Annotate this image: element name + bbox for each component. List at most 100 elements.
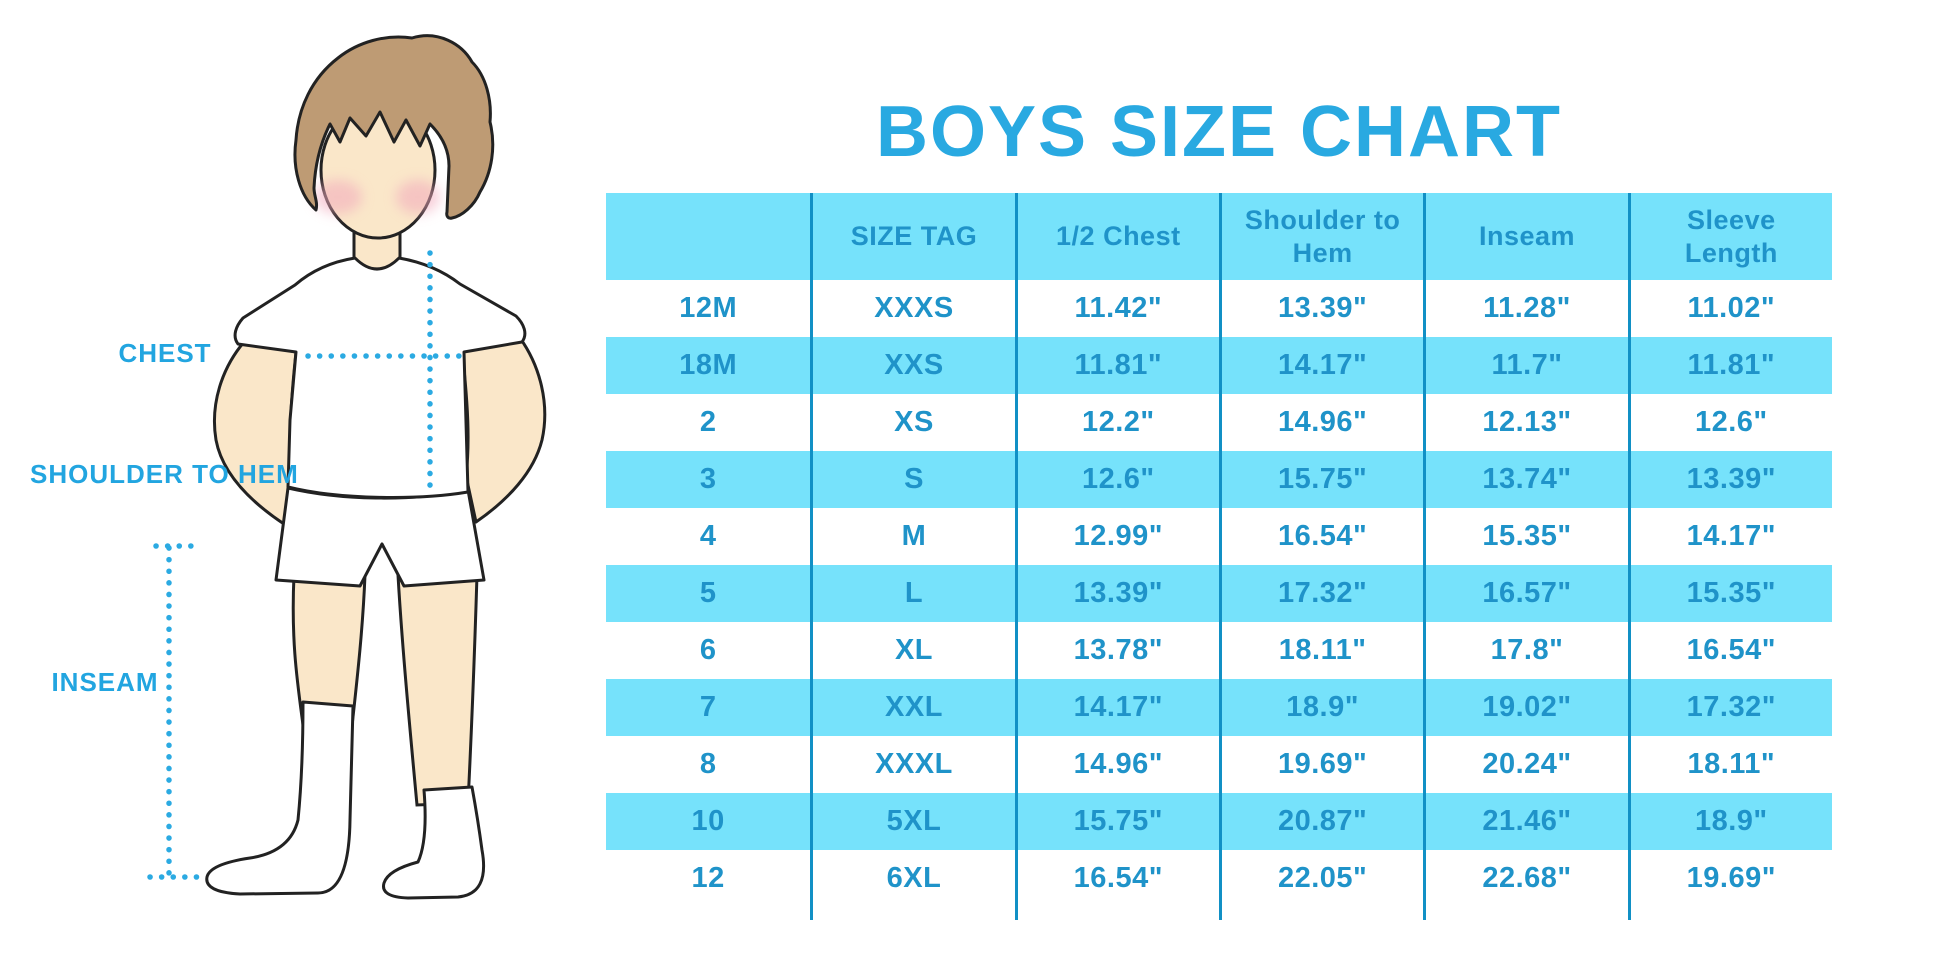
table-row: 2 XS 12.2" 14.96" 12.13" 12.6" <box>606 394 1832 451</box>
table-cell: 17.32" <box>1627 679 1832 736</box>
column-divider-ticks <box>606 907 1832 920</box>
table-cell: 12.6" <box>1014 451 1219 508</box>
table-cell: 15.75" <box>1218 451 1423 508</box>
table-cell: 22.68" <box>1423 850 1627 907</box>
table-cell <box>810 907 1014 920</box>
table-cell: 11.81" <box>1627 337 1832 394</box>
table-cell: 16.57" <box>1423 565 1627 622</box>
table-row: 18M XXS 11.81" 14.17" 11.7" 11.81" <box>606 337 1832 394</box>
table-cell: 19.69" <box>1218 736 1423 793</box>
blush-left-cheek <box>314 180 362 214</box>
table-cell: 10 <box>691 805 725 837</box>
boy-figure-svg <box>147 34 547 900</box>
right-leg <box>396 573 479 807</box>
header-cell: Inseam <box>1423 193 1627 280</box>
table-cell: 2 <box>699 406 717 438</box>
header-cell <box>606 193 810 280</box>
table-cell: 15.75" <box>1014 793 1219 850</box>
header-cell: Sleeve Length <box>1627 193 1832 280</box>
t-shirt <box>233 256 527 499</box>
table-cell: 21.46" <box>1423 793 1627 850</box>
table-cell: XXXS <box>810 280 1014 337</box>
table-cell: 13.39" <box>1014 565 1219 622</box>
table-cell: XXL <box>810 679 1014 736</box>
table-cell: L <box>810 565 1014 622</box>
left-sock-and-foot <box>205 700 355 896</box>
right-arm <box>460 336 547 524</box>
table-cell: XXXL <box>810 736 1014 793</box>
table-row: 4 M 12.99" 16.54" 15.35" 14.17" <box>606 508 1832 565</box>
table-row: 10 5XL 15.75" 20.87" 21.46" 18.9" <box>606 793 1832 850</box>
table-cell: 11.42" <box>1014 280 1219 337</box>
table-cell: 19.02" <box>1423 679 1627 736</box>
table-cell: 12.6" <box>1627 394 1832 451</box>
table-cell: 18.11" <box>1218 622 1423 679</box>
table-cell: 13.78" <box>1014 622 1219 679</box>
inseam-label: INSEAM <box>51 667 159 697</box>
table-cell: 18.11" <box>1627 736 1832 793</box>
blush-right-cheek <box>396 180 440 214</box>
measurement-lines <box>147 250 466 880</box>
table-row: 7 XXL 14.17" 18.9" 19.02" 17.32" <box>606 679 1832 736</box>
table-row: 12 6XL 16.54" 22.05" 22.68" 19.69" <box>606 850 1832 907</box>
table-cell <box>1627 907 1832 920</box>
table-cell <box>1218 907 1423 920</box>
table-cell: 18.9" <box>1627 793 1832 850</box>
table-cell: 6XL <box>810 850 1014 907</box>
table-row: 8 XXXL 14.96" 19.69" 20.24" 18.11" <box>606 736 1832 793</box>
table-cell: XS <box>810 394 1014 451</box>
table-cell: 19.69" <box>1627 850 1832 907</box>
page-title: BOYS SIZE CHART <box>875 92 1563 173</box>
table-cell: 17.32" <box>1218 565 1423 622</box>
boy-illustration <box>0 0 560 973</box>
table-cell: 14.17" <box>1218 337 1423 394</box>
table-cell <box>1423 907 1627 920</box>
table-cell: 12.13" <box>1423 394 1627 451</box>
table-row: 12M XXXS 11.42" 13.39" 11.28" 11.02" <box>606 280 1832 337</box>
shorts <box>274 486 486 588</box>
table-row: 6 XL 13.78" 18.11" 17.8" 16.54" <box>606 622 1832 679</box>
table-cell: 11.7" <box>1423 337 1627 394</box>
table-cell: XL <box>810 622 1014 679</box>
table-cell: 22.05" <box>1218 850 1423 907</box>
table-cell: 5XL <box>810 793 1014 850</box>
header-cell: SIZE TAG <box>810 193 1014 280</box>
table-cell <box>606 907 810 920</box>
header-cell: 1/2 Chest <box>1014 193 1219 280</box>
table-cell: 18M <box>679 349 738 381</box>
table-cell: 14.17" <box>1627 508 1832 565</box>
table-cell: 12.2" <box>1014 394 1219 451</box>
table-cell: 14.96" <box>1218 394 1423 451</box>
table-cell: 3 <box>699 463 717 495</box>
table-cell: 16.54" <box>1218 508 1423 565</box>
table-row: 5 L 13.39" 17.32" 16.57" 15.35" <box>606 565 1832 622</box>
table-cell: 13.39" <box>1218 280 1423 337</box>
table-cell: 13.39" <box>1627 451 1832 508</box>
table-cell: 12M <box>679 292 738 324</box>
shoulder-to-hem-label: SHOULDER TO HEM <box>30 459 299 489</box>
table-cell: 15.35" <box>1423 508 1627 565</box>
table-cell: 11.28" <box>1423 280 1627 337</box>
table-cell: 20.87" <box>1218 793 1423 850</box>
table-cell: 6 <box>699 634 717 666</box>
table-cell: 8 <box>699 748 717 780</box>
table-cell: 13.74" <box>1423 451 1627 508</box>
table-cell: 4 <box>699 520 717 552</box>
table-cell: 12.99" <box>1014 508 1219 565</box>
table-header-row: SIZE TAG 1/2 Chest Shoulder to Hem Inseam Sl… <box>606 193 1832 280</box>
chest-label: CHEST <box>118 338 212 368</box>
table-cell: 12 <box>691 862 725 894</box>
table-cell: 16.54" <box>1627 622 1832 679</box>
table-cell: 14.17" <box>1014 679 1219 736</box>
table-cell: S <box>810 451 1014 508</box>
hair <box>293 34 495 220</box>
table-cell: 7 <box>699 691 717 723</box>
table-cell: 11.02" <box>1627 280 1832 337</box>
table-cell: 16.54" <box>1014 850 1219 907</box>
table-cell: 11.81" <box>1014 337 1219 394</box>
table-cell: M <box>810 508 1014 565</box>
table-cell: 14.96" <box>1014 736 1219 793</box>
table-cell <box>1014 907 1219 920</box>
table-row: 3 S 12.6" 15.75" 13.74" 13.39" <box>606 451 1832 508</box>
